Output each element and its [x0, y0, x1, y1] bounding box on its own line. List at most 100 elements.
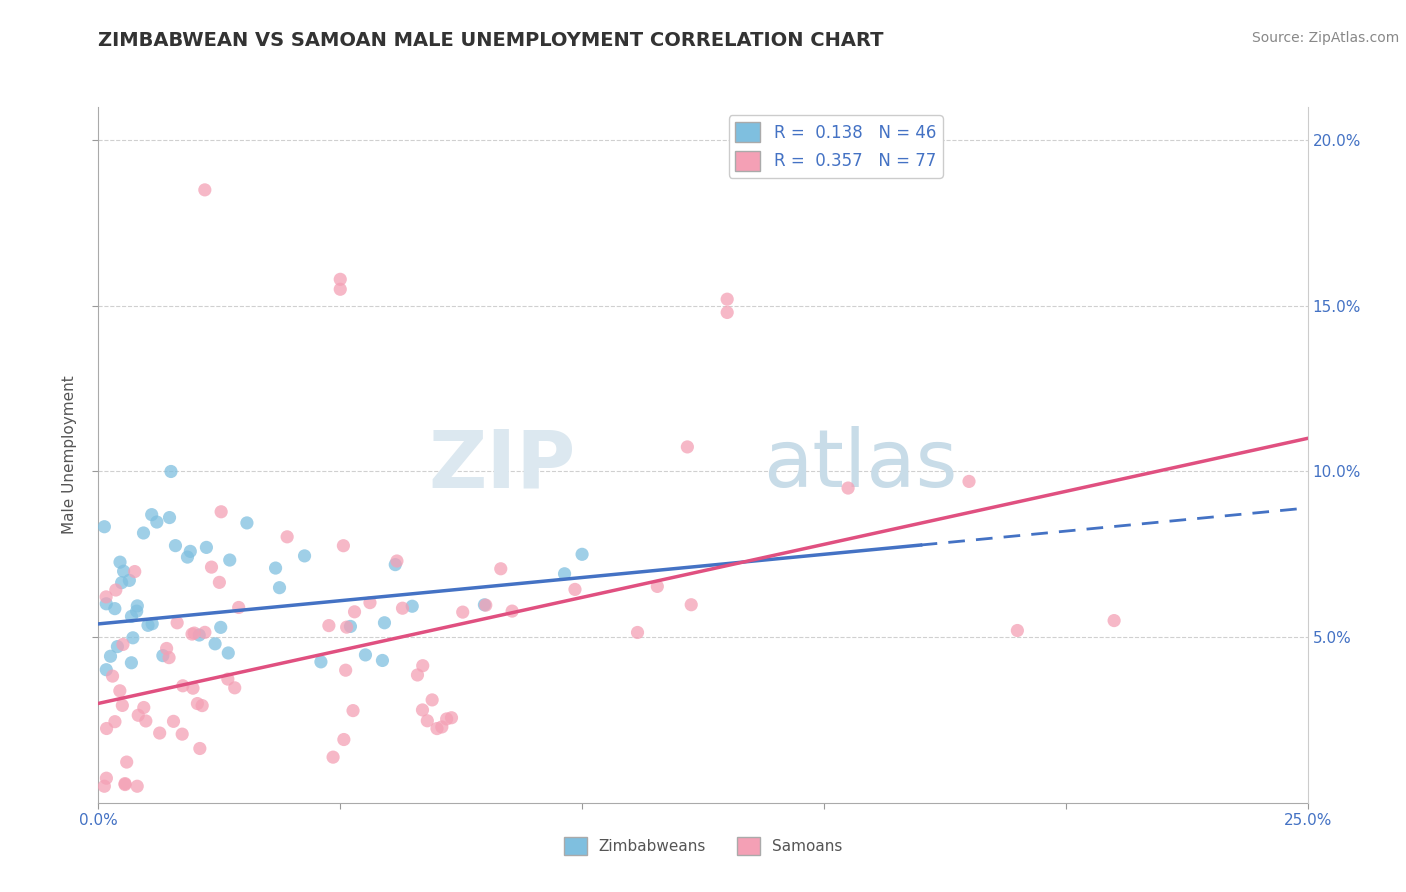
- Point: [676, 440, 699, 454]
- Point: [406, 668, 429, 682]
- Point: [114, 776, 136, 790]
- Point: [208, 575, 231, 590]
- Point: [108, 555, 131, 569]
- Point: [122, 631, 145, 645]
- Point: [269, 581, 291, 595]
- Point: [217, 646, 239, 660]
- Point: [420, 693, 443, 707]
- Point: [681, 598, 703, 612]
- Point: [474, 598, 496, 612]
- Point: [371, 653, 394, 667]
- Point: [114, 778, 136, 792]
- Point: [391, 601, 413, 615]
- Point: [430, 720, 453, 734]
- Point: [104, 714, 127, 729]
- Point: [159, 510, 181, 524]
- Point: [359, 596, 381, 610]
- Text: ZIMBABWEAN VS SAMOAN MALE UNEMPLOYMENT CORRELATION CHART: ZIMBABWEAN VS SAMOAN MALE UNEMPLOYMENT C…: [98, 31, 884, 50]
- Point: [411, 703, 433, 717]
- Point: [385, 554, 408, 568]
- Point: [416, 714, 439, 728]
- Point: [373, 615, 395, 630]
- Point: [165, 539, 187, 553]
- Point: [96, 597, 118, 611]
- Point: [160, 465, 183, 479]
- Point: [647, 579, 669, 593]
- Point: [264, 561, 287, 575]
- Point: [118, 574, 141, 588]
- Point: [108, 683, 131, 698]
- Point: [339, 619, 361, 633]
- Point: [162, 714, 184, 729]
- Point: [451, 605, 474, 619]
- Point: [136, 618, 159, 632]
- Point: [571, 547, 593, 561]
- Point: [191, 698, 214, 713]
- Point: [152, 648, 174, 663]
- Point: [335, 663, 357, 677]
- Point: [107, 640, 129, 654]
- Point: [332, 539, 354, 553]
- Point: [342, 704, 364, 718]
- Point: [228, 600, 250, 615]
- Point: [183, 626, 205, 640]
- Point: [104, 582, 127, 597]
- Point: [186, 697, 208, 711]
- Point: [181, 627, 204, 641]
- Point: [155, 641, 177, 656]
- Point: [127, 779, 149, 793]
- Point: [194, 625, 217, 640]
- Point: [120, 656, 142, 670]
- Point: [141, 616, 163, 631]
- Point: [194, 183, 217, 197]
- Point: [181, 681, 204, 696]
- Point: [96, 771, 118, 785]
- Point: [124, 565, 146, 579]
- Point: [318, 618, 340, 632]
- Text: ZIP: ZIP: [429, 426, 576, 504]
- Point: [626, 625, 648, 640]
- Point: [127, 708, 149, 723]
- Point: [176, 550, 198, 565]
- Point: [200, 560, 222, 574]
- Point: [111, 637, 134, 651]
- Point: [716, 305, 738, 319]
- Text: Source: ZipAtlas.com: Source: ZipAtlas.com: [1251, 31, 1399, 45]
- Point: [132, 700, 155, 714]
- Point: [322, 750, 344, 764]
- Point: [149, 726, 172, 740]
- Point: [440, 711, 463, 725]
- Point: [489, 562, 512, 576]
- Point: [146, 515, 169, 529]
- Point: [236, 516, 259, 530]
- Point: [354, 648, 377, 662]
- Point: [104, 601, 127, 615]
- Point: [294, 549, 316, 563]
- Point: [132, 526, 155, 541]
- Point: [94, 590, 117, 604]
- Point: [837, 481, 859, 495]
- Point: [135, 714, 157, 728]
- Point: [101, 669, 124, 683]
- Point: [111, 698, 134, 713]
- Point: [112, 564, 135, 578]
- Point: [111, 575, 134, 590]
- Point: [401, 599, 423, 614]
- Point: [93, 779, 115, 793]
- Point: [93, 519, 115, 533]
- Point: [141, 508, 163, 522]
- Point: [96, 722, 118, 736]
- Point: [329, 282, 352, 296]
- Point: [474, 598, 496, 612]
- Point: [554, 566, 576, 581]
- Point: [412, 658, 434, 673]
- Point: [1007, 624, 1029, 638]
- Point: [309, 655, 332, 669]
- Point: [127, 599, 149, 613]
- Point: [564, 582, 586, 597]
- Point: [333, 732, 356, 747]
- Point: [195, 541, 218, 555]
- Point: [115, 755, 138, 769]
- Legend: Zimbabweans, Samoans: Zimbabweans, Samoans: [558, 830, 848, 862]
- Point: [204, 637, 226, 651]
